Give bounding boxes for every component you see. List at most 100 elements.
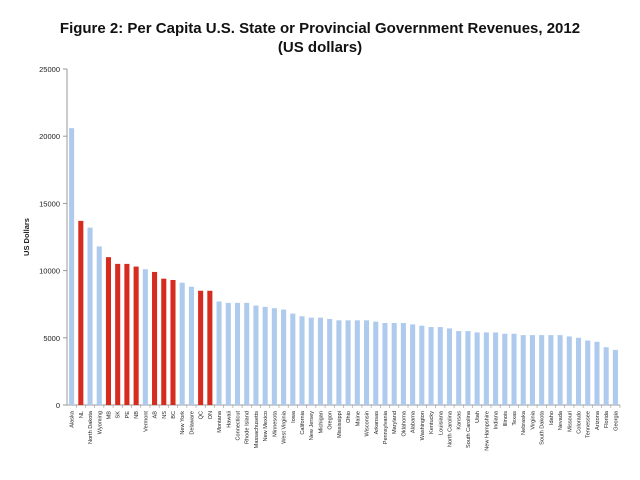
- bar: [511, 333, 517, 405]
- bar: [575, 337, 582, 405]
- x-tick-label: Delaware: [189, 411, 195, 435]
- x-tick-label: AB: [153, 411, 159, 419]
- x-tick-label: Wyoming: [97, 411, 103, 434]
- x-tick-label: NL: [79, 411, 85, 418]
- bar: [69, 128, 75, 406]
- bar: [87, 227, 93, 405]
- bar: [225, 302, 231, 405]
- bar: [336, 320, 342, 405]
- bar: [419, 325, 425, 405]
- y-tick-label: 0: [56, 401, 60, 410]
- x-tick-label: Maryland: [392, 411, 398, 434]
- x-tick-label: Massachusetts: [254, 411, 260, 449]
- bar: [115, 263, 121, 405]
- x-tick-label: North Carolina: [447, 410, 453, 447]
- x-tick-label: Illinois: [503, 411, 509, 427]
- x-tick-label: North Dakota: [88, 410, 94, 444]
- bar: [142, 269, 148, 405]
- x-tick-label: Alabama: [411, 410, 417, 433]
- bar: [391, 323, 397, 405]
- x-tick-label: Oregon: [328, 411, 334, 430]
- x-tick-label: Pennsylvania: [383, 410, 389, 444]
- x-tick-label: South Carolina: [466, 410, 472, 448]
- x-tick-label: New Hampshire: [484, 411, 490, 451]
- x-tick-label: Minnesota: [272, 410, 278, 437]
- bar: [400, 323, 406, 405]
- x-tick-label: West Virginia: [282, 410, 288, 444]
- bar: [364, 320, 370, 405]
- bar: [253, 305, 259, 405]
- bar: [557, 335, 563, 405]
- x-tick-label: NS: [162, 411, 168, 419]
- x-tick-label: Maine: [355, 411, 361, 426]
- bar: [234, 302, 241, 405]
- bar: [456, 331, 462, 405]
- x-tick-label: Iowa: [291, 410, 297, 423]
- bar: [78, 220, 84, 405]
- x-tick-label: Rhode Island: [245, 411, 251, 444]
- x-tick-label: Oklahoma: [401, 410, 407, 436]
- bar: [105, 257, 112, 405]
- y-tick-label: 25000: [39, 65, 60, 74]
- x-tick-label: Hawaii: [226, 411, 232, 428]
- x-tick-label: Mississippi: [337, 411, 343, 438]
- bar: [529, 335, 535, 405]
- x-tick-label: South Dakota: [540, 410, 546, 445]
- x-tick-label: Wisconsin: [365, 411, 371, 437]
- bar: [446, 328, 453, 405]
- chart-subtitle: (US dollars): [277, 39, 363, 56]
- bar: [327, 318, 333, 405]
- bar: [207, 290, 213, 405]
- x-tick-label: NB: [134, 411, 140, 419]
- bar: [465, 331, 471, 405]
- bar: [152, 271, 158, 405]
- bar: [170, 280, 176, 405]
- x-tick-label: MB: [106, 411, 112, 420]
- bar: [198, 290, 204, 405]
- x-tick-label: Washington: [420, 411, 426, 440]
- bar: [502, 333, 508, 405]
- x-tick-label: Tennessee: [586, 411, 592, 438]
- x-tick-label: California: [300, 410, 306, 435]
- x-tick-label: Vermont: [143, 411, 149, 432]
- x-tick-label: Nevada: [558, 410, 564, 430]
- bar: [317, 317, 323, 405]
- x-tick-label: Arkansas: [374, 411, 380, 435]
- bar: [244, 302, 250, 405]
- chart-title: Figure 2: Per Capita U.S. State or Provi…: [59, 20, 581, 37]
- bar: [373, 321, 379, 405]
- x-tick-label: PE: [125, 411, 131, 419]
- y-tick-label: 20000: [39, 132, 60, 141]
- bar: [281, 309, 287, 405]
- x-tick-label: ON: [208, 411, 214, 419]
- bar: [548, 335, 554, 405]
- bar: [566, 336, 572, 405]
- bar: [216, 301, 222, 405]
- x-tick-label: Alaska: [70, 410, 76, 428]
- x-tick-label: Louisiana: [438, 410, 444, 435]
- x-tick-label: Kentucky: [429, 411, 435, 434]
- x-tick-label: Virginia: [530, 410, 536, 429]
- x-tick-label: Ohio: [346, 411, 352, 423]
- bar: [345, 320, 351, 405]
- x-tick-label: Florida: [604, 410, 610, 428]
- bar: [299, 316, 305, 405]
- x-tick-label: Kansas: [457, 411, 463, 430]
- bar: [271, 308, 277, 405]
- x-tick-label: SK: [116, 411, 122, 419]
- bar: [428, 327, 434, 405]
- bar: [483, 332, 489, 405]
- y-tick-label: 10000: [39, 267, 60, 276]
- x-tick-label: Colorado: [577, 411, 583, 434]
- x-tick-label: QC: [199, 411, 205, 419]
- x-tick-label: Texas: [512, 411, 518, 426]
- bar: [410, 324, 416, 405]
- bar: [96, 246, 102, 405]
- bar: [290, 313, 296, 405]
- x-tick-label: Missouri: [567, 411, 573, 432]
- bar: [179, 282, 185, 405]
- bar: [585, 340, 591, 405]
- x-tick-label: Connecticut: [236, 411, 242, 441]
- x-tick-label: Arizona: [595, 410, 601, 430]
